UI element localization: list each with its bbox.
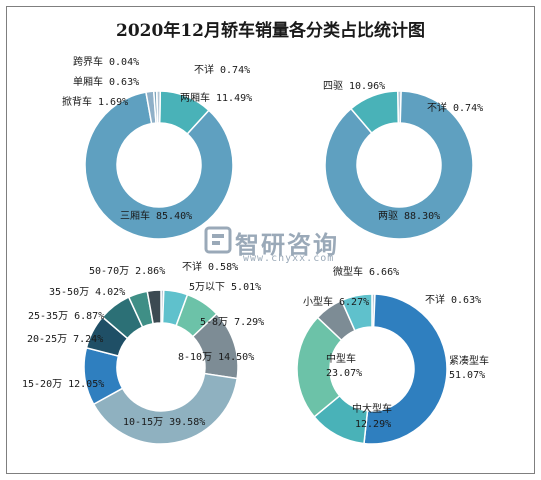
label-unknown-drive: 不详 0.74% xyxy=(427,101,483,114)
watermark-url: www.chyxx.com xyxy=(243,253,335,264)
slice-两驱 xyxy=(324,90,474,240)
label-2wd: 两驱 88.30% xyxy=(378,210,440,222)
label-crossover: 跨界车 0.04% xyxy=(73,55,139,68)
label-unknown-price: 不详 0.58% xyxy=(182,260,238,273)
label-two-box: 两厢车 11.49% xyxy=(180,91,252,104)
watermark-name: 智研咨询 xyxy=(235,231,339,259)
label-hatchback: 掀背车 1.69% xyxy=(62,95,128,108)
donut-body-structure xyxy=(84,90,234,240)
donut-price-range xyxy=(83,289,239,445)
slice-50-70万 xyxy=(146,289,162,325)
label-4wd: 四驱 10.96% xyxy=(323,80,385,92)
watermark: 智研咨询 www.chyxx.com xyxy=(203,225,363,265)
donut-drive-type xyxy=(324,90,474,240)
label-small: 小型车 6.27% xyxy=(303,295,369,308)
label-compact-name: 紧凑型车 xyxy=(449,354,489,367)
label-large-value: 12.29% xyxy=(355,419,391,430)
chart-title: 2020年12月轿车销量各分类占比统计图 xyxy=(116,21,425,41)
center-label-market-segment: 细分市场 xyxy=(342,355,402,373)
center-label-body-structure: 车身结构 xyxy=(129,157,189,175)
label-midsize-name: 中型车 xyxy=(326,352,356,365)
slice-四驱 xyxy=(349,90,400,135)
slice-紧凑型车 xyxy=(363,293,448,445)
label-5-8: 5-8万 7.29% xyxy=(200,317,264,328)
label-35-50: 35-50万 4.02% xyxy=(49,287,125,298)
label-15-20: 15-20万 12.05% xyxy=(22,379,104,390)
label-sedan: 三厢车 85.40% xyxy=(120,209,192,222)
label-8-10: 8-10万 14.50% xyxy=(178,352,254,363)
donut-market-segment xyxy=(296,293,448,445)
label-unknown-segment: 不详 0.63% xyxy=(425,293,481,306)
label-midsize-value: 23.07% xyxy=(326,368,362,379)
label-unknown-body: 不详 0.74% xyxy=(194,63,250,76)
slice-10-15万 xyxy=(92,372,238,445)
label-50-70: 50-70万 2.86% xyxy=(89,266,165,277)
label-compact-value: 51.07% xyxy=(449,370,485,381)
label-under-5: 5万以下 5.01% xyxy=(189,282,261,293)
slice-三厢车 xyxy=(84,91,234,240)
label-25-35: 25-35万 6.87% xyxy=(28,311,104,322)
label-single-box: 单厢车 0.63% xyxy=(73,75,139,88)
charts-canvas: 车身结构 跨界车 0.04% 单厢车 0.63% 掀背车 1.69% 不详 0.… xyxy=(22,55,489,445)
watermark-logo-icon xyxy=(204,226,232,254)
label-micro: 微型车 6.66% xyxy=(333,265,399,278)
slice-微型车 xyxy=(340,293,373,332)
chart-frame: 2020年12月轿车销量各分类占比统计图 车身结构 跨界车 0.04% 单厢车 … xyxy=(6,6,535,474)
label-large-name: 中大型车 xyxy=(352,402,392,415)
label-10-15: 10-15万 39.58% xyxy=(123,417,205,428)
label-20-25: 20-25万 7.24% xyxy=(27,334,103,345)
center-label-price-range: 售价区间 xyxy=(131,357,191,375)
slice-不详 xyxy=(156,90,162,124)
center-label-drive-type: 驱动方式 xyxy=(369,157,429,175)
